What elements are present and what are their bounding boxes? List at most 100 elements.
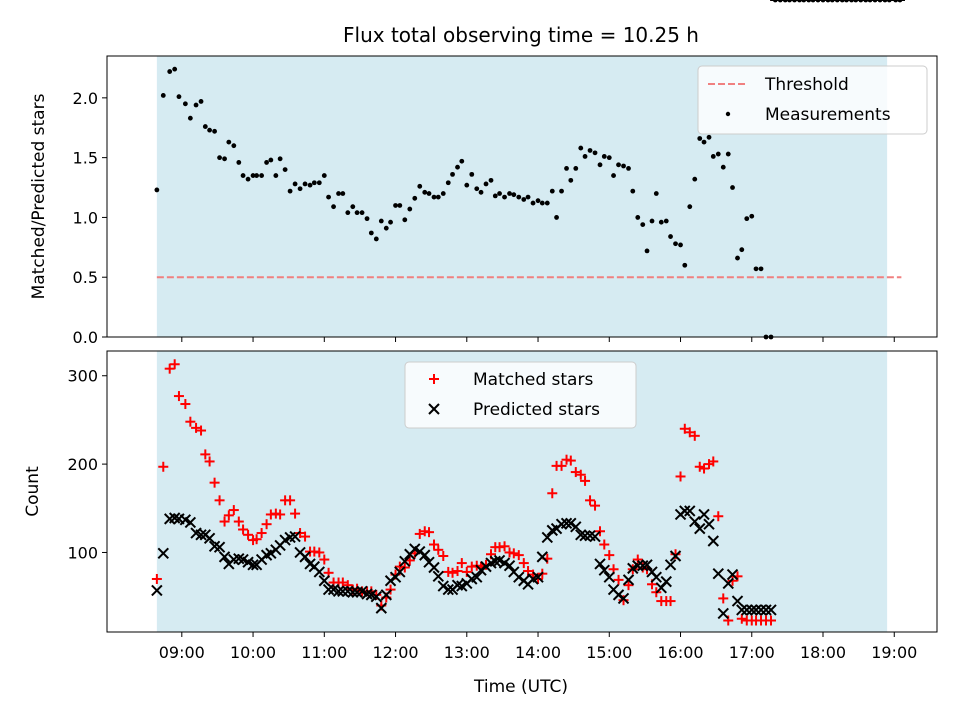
matched-star-marker xyxy=(243,529,254,540)
predicted-star-marker xyxy=(664,559,677,571)
measurement-point xyxy=(160,93,166,98)
predicted-star-marker-b xyxy=(247,559,259,571)
measurement-point xyxy=(597,162,603,168)
measurement-point xyxy=(297,186,303,192)
measurement-point xyxy=(706,134,712,140)
measurement-point xyxy=(758,266,764,272)
predicted-star-marker xyxy=(694,522,706,535)
measurement-point xyxy=(488,177,494,183)
predicted-star-marker xyxy=(442,583,454,596)
bottom-x-tick-label: 09:00 xyxy=(159,643,205,662)
predicted-star-marker-b xyxy=(575,529,587,541)
measurement-point xyxy=(226,139,232,145)
predicted-star-marker xyxy=(375,602,387,614)
predicted-star-marker xyxy=(541,531,553,544)
predicted-star-marker-b xyxy=(726,568,739,581)
predicted-star-marker xyxy=(318,575,331,587)
matched-star-marker xyxy=(438,551,449,562)
predicted-star-marker-b xyxy=(365,589,378,601)
top-axes-frame xyxy=(106,55,938,338)
legend-matched-label: Matched stars xyxy=(473,370,593,390)
matched-star-marker xyxy=(223,510,234,521)
predicted-star-marker-b xyxy=(442,583,454,596)
predicted-star-marker-b xyxy=(203,532,216,545)
predicted-star-marker-b xyxy=(536,551,549,563)
measurement-point xyxy=(525,194,531,200)
measurement-point xyxy=(326,194,331,200)
matched-star-marker xyxy=(371,589,382,600)
measurement-point xyxy=(744,216,750,222)
predicted-star-marker-b xyxy=(541,531,553,544)
measurement-point xyxy=(673,241,678,247)
measurement-point xyxy=(464,182,470,188)
predicted-star-marker xyxy=(332,585,345,598)
predicted-star-marker-b xyxy=(384,575,397,587)
predicted-star-marker xyxy=(322,583,335,596)
predicted-star-marker-b xyxy=(594,558,606,570)
measurement-point xyxy=(231,143,237,149)
predicted-star-marker-b xyxy=(598,564,610,576)
matched-star-marker xyxy=(173,391,184,402)
predicted-star-marker-b xyxy=(380,589,392,601)
top-chart-title: Flux total observing time = 10.25 h xyxy=(343,23,699,47)
predicted-star-marker xyxy=(247,559,259,571)
matched-star-marker xyxy=(261,519,272,530)
predicted-star-marker-b xyxy=(361,588,373,600)
predicted-star-marker xyxy=(570,521,582,533)
predicted-star-marker xyxy=(361,588,373,600)
legend-measurements-label: Measurements xyxy=(765,105,891,125)
matched-star-marker xyxy=(547,488,558,499)
measurement-point xyxy=(393,203,398,208)
predicted-star-marker-b xyxy=(237,553,249,566)
measurement-point xyxy=(340,191,346,196)
matched-star-marker xyxy=(256,528,267,539)
predicted-star-marker-b xyxy=(750,604,762,616)
measurement-point xyxy=(407,206,413,212)
matched-star-marker xyxy=(665,596,676,607)
predicted-star-marker-b xyxy=(356,585,368,598)
matched-star-marker xyxy=(713,511,724,522)
predicted-star-marker-b xyxy=(318,575,331,587)
measurement-point xyxy=(368,230,374,236)
top-legend: Threshold Measurements xyxy=(697,65,928,135)
measurement-point xyxy=(250,173,256,178)
predicted-star-marker-b xyxy=(603,571,615,583)
matched-star-marker xyxy=(699,463,710,474)
matched-star-marker xyxy=(158,461,169,472)
measurement-point xyxy=(331,204,336,210)
predicted-star-marker xyxy=(213,541,226,553)
measurement-point xyxy=(378,218,384,224)
measurement-point xyxy=(578,145,584,151)
predicted-star-marker xyxy=(337,585,349,598)
matched-star-marker xyxy=(285,495,296,506)
bottom-x-tick-label: 17:00 xyxy=(729,643,775,662)
predicted-star-marker-b xyxy=(741,604,753,616)
matched-star-marker xyxy=(319,554,330,565)
predicted-star-marker-b xyxy=(432,570,444,583)
predicted-star-marker xyxy=(684,505,696,517)
measurement-point xyxy=(287,188,293,194)
measurement-point xyxy=(611,173,616,178)
predicted-star-marker-b xyxy=(731,595,744,607)
measurement-point xyxy=(601,154,607,159)
predicted-star-marker-b xyxy=(694,522,706,535)
predicted-star-marker xyxy=(660,575,672,588)
top-y-tick-label: 2.0 xyxy=(73,89,98,108)
predicted-star-marker-b xyxy=(746,604,758,616)
predicted-star-marker-b xyxy=(503,560,516,572)
measurement-point xyxy=(516,194,522,200)
predicted-star-marker-b xyxy=(765,604,777,616)
measurement-point xyxy=(282,167,288,172)
matched-star-marker xyxy=(290,508,301,519)
predicted-star-marker xyxy=(612,589,625,601)
legend-x-marker-b xyxy=(428,403,440,415)
legend-predicted-label: Predicted stars xyxy=(473,400,600,420)
measurement-point xyxy=(440,191,446,196)
measurement-point xyxy=(373,236,379,242)
matched-star-marker xyxy=(670,549,681,560)
predicted-star-marker xyxy=(347,586,359,598)
legend-threshold-label: Threshold xyxy=(764,75,849,95)
measurement-point xyxy=(715,151,721,157)
bottom-y-tick-label: 200 xyxy=(67,455,98,474)
predicted-star-marker xyxy=(419,549,431,561)
